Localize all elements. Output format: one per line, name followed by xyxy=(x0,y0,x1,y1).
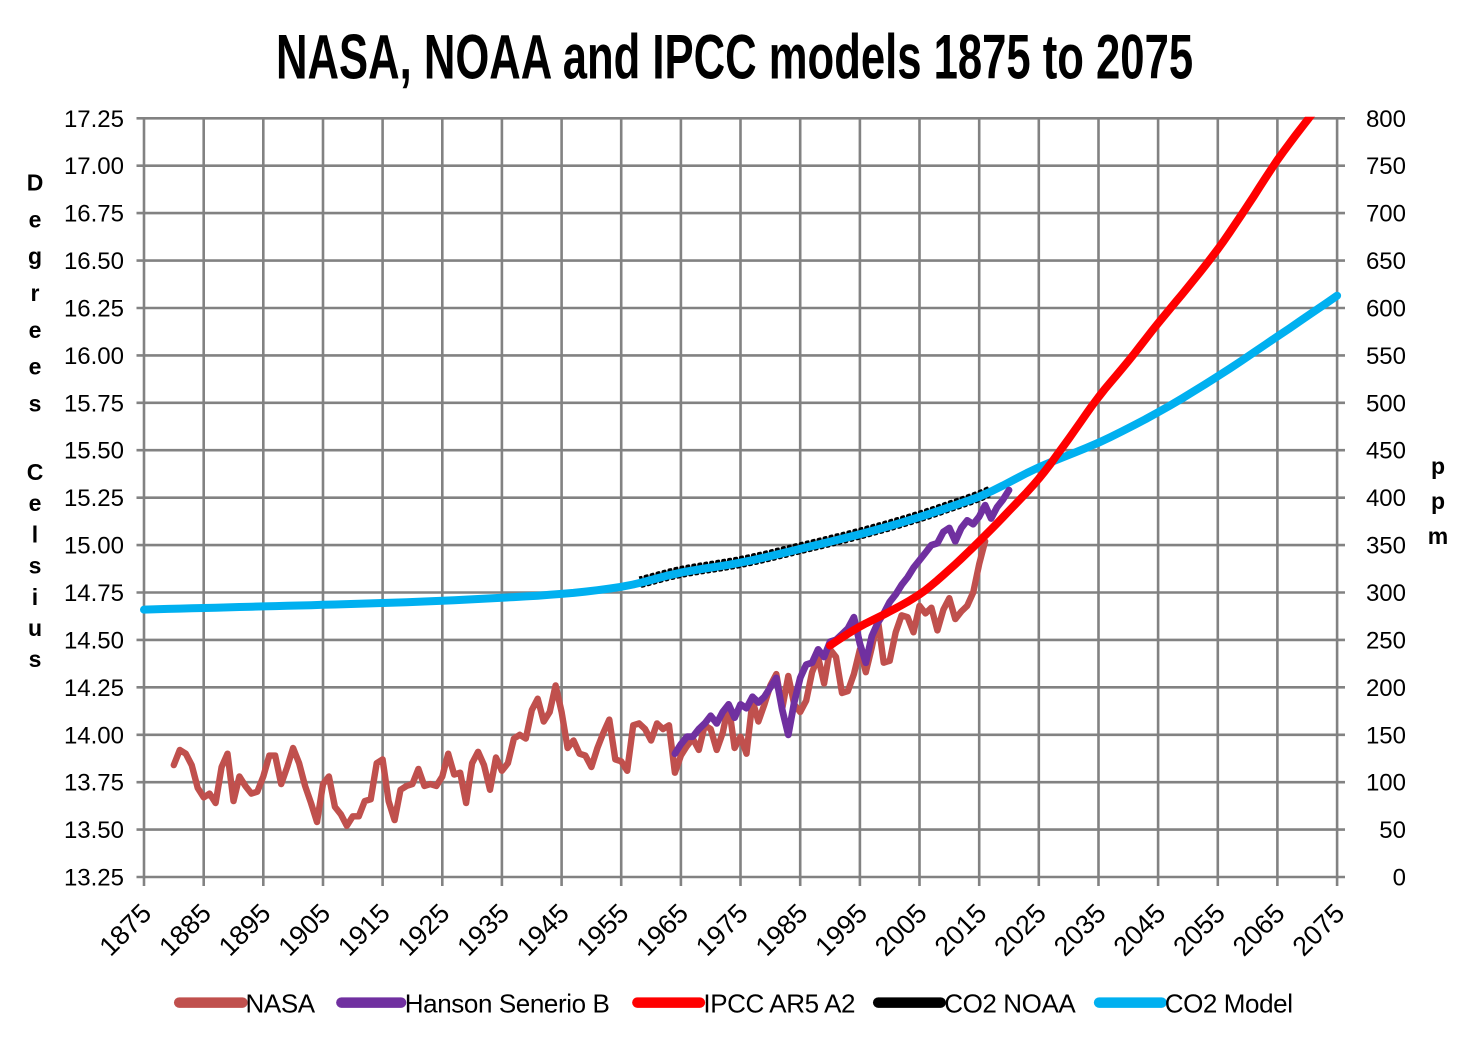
svg-text:p: p xyxy=(1431,488,1445,514)
svg-text:750: 750 xyxy=(1366,153,1406,180)
svg-text:14.75: 14.75 xyxy=(64,580,124,607)
svg-text:650: 650 xyxy=(1366,248,1406,275)
svg-text:13.25: 13.25 xyxy=(64,865,124,892)
svg-text:13.50: 13.50 xyxy=(64,817,124,844)
svg-text:250: 250 xyxy=(1366,627,1406,654)
svg-text:500: 500 xyxy=(1366,390,1406,417)
svg-text:700: 700 xyxy=(1366,201,1406,228)
svg-text:C: C xyxy=(27,459,44,485)
svg-text:15.00: 15.00 xyxy=(64,533,124,560)
svg-text:CO2 Model: CO2 Model xyxy=(1165,989,1293,1019)
svg-text:r: r xyxy=(31,280,40,306)
svg-text:16.00: 16.00 xyxy=(64,343,124,370)
svg-text:17.00: 17.00 xyxy=(64,153,124,180)
svg-text:14.00: 14.00 xyxy=(64,722,124,749)
svg-text:e: e xyxy=(29,354,42,380)
svg-text:0: 0 xyxy=(1393,865,1406,892)
svg-text:550: 550 xyxy=(1366,343,1406,370)
svg-text:17.25: 17.25 xyxy=(64,106,124,133)
svg-text:800: 800 xyxy=(1366,106,1406,133)
svg-text:100: 100 xyxy=(1366,770,1406,797)
svg-text:350: 350 xyxy=(1366,533,1406,560)
svg-text:s: s xyxy=(29,646,42,672)
svg-text:13.75: 13.75 xyxy=(64,770,124,797)
svg-text:l: l xyxy=(32,521,38,547)
svg-text:15.25: 15.25 xyxy=(64,485,124,512)
svg-text:m: m xyxy=(1428,523,1448,549)
svg-text:e: e xyxy=(29,490,42,516)
svg-text:16.50: 16.50 xyxy=(64,248,124,275)
svg-text:NASA: NASA xyxy=(246,989,316,1019)
svg-text:600: 600 xyxy=(1366,296,1406,323)
svg-text:i: i xyxy=(32,584,38,610)
svg-text:150: 150 xyxy=(1366,722,1406,749)
svg-text:14.25: 14.25 xyxy=(64,675,124,702)
svg-text:200: 200 xyxy=(1366,675,1406,702)
svg-text:Hanson Senerio B: Hanson Senerio B xyxy=(405,989,610,1019)
svg-text:50: 50 xyxy=(1379,817,1406,844)
svg-text:IPCC AR5 A2: IPCC AR5 A2 xyxy=(703,989,855,1019)
svg-text:D: D xyxy=(27,170,44,196)
svg-text:u: u xyxy=(28,615,42,641)
svg-text:16.25: 16.25 xyxy=(64,296,124,323)
svg-text:450: 450 xyxy=(1366,438,1406,465)
svg-text:e: e xyxy=(29,206,42,232)
svg-text:400: 400 xyxy=(1366,485,1406,512)
svg-text:300: 300 xyxy=(1366,580,1406,607)
svg-text:s: s xyxy=(29,553,42,579)
svg-text:CO2 NOAA: CO2 NOAA xyxy=(944,989,1076,1019)
svg-text:15.75: 15.75 xyxy=(64,390,124,417)
svg-text:14.50: 14.50 xyxy=(64,627,124,654)
svg-text:g: g xyxy=(28,243,42,269)
svg-text:e: e xyxy=(29,317,42,343)
svg-text:p: p xyxy=(1431,453,1445,479)
svg-text:16.75: 16.75 xyxy=(64,201,124,228)
svg-text:s: s xyxy=(29,390,42,416)
svg-text:15.50: 15.50 xyxy=(64,438,124,465)
svg-text:NASA, NOAA and IPCC models 187: NASA, NOAA and IPCC models 1875 to 2075 xyxy=(276,23,1193,93)
